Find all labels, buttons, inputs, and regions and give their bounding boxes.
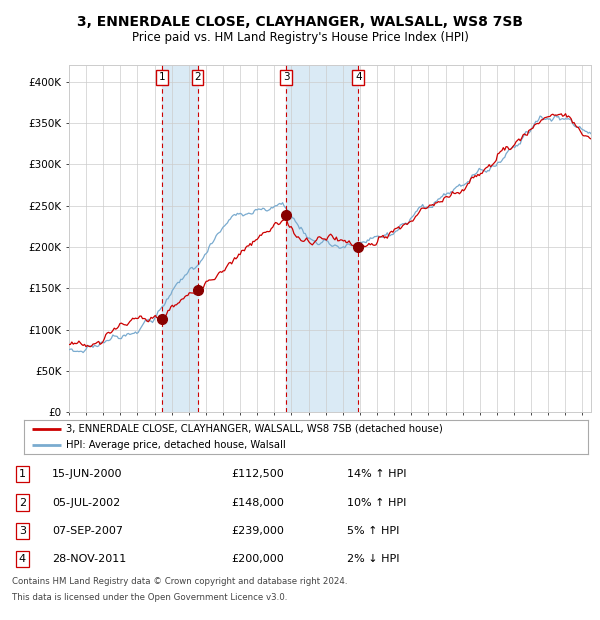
- Text: £239,000: £239,000: [231, 526, 284, 536]
- Text: This data is licensed under the Open Government Licence v3.0.: This data is licensed under the Open Gov…: [12, 593, 287, 602]
- Text: £148,000: £148,000: [231, 498, 284, 508]
- Text: 1: 1: [159, 73, 166, 82]
- Text: 2% ↓ HPI: 2% ↓ HPI: [340, 554, 400, 564]
- Text: 14% ↑ HPI: 14% ↑ HPI: [340, 469, 407, 479]
- Text: 3: 3: [283, 73, 289, 82]
- Text: Price paid vs. HM Land Registry's House Price Index (HPI): Price paid vs. HM Land Registry's House …: [131, 31, 469, 44]
- Text: 07-SEP-2007: 07-SEP-2007: [52, 526, 124, 536]
- Text: 05-JUL-2002: 05-JUL-2002: [52, 498, 121, 508]
- Text: 28-NOV-2011: 28-NOV-2011: [52, 554, 127, 564]
- Bar: [286, 65, 358, 412]
- Text: 4: 4: [355, 73, 362, 82]
- Text: £200,000: £200,000: [231, 554, 284, 564]
- Text: 4: 4: [19, 554, 26, 564]
- Text: £112,500: £112,500: [231, 469, 284, 479]
- Text: 1: 1: [19, 469, 26, 479]
- Text: 5% ↑ HPI: 5% ↑ HPI: [340, 526, 400, 536]
- Bar: [162, 65, 197, 412]
- Text: 3: 3: [19, 526, 26, 536]
- Text: 3, ENNERDALE CLOSE, CLAYHANGER, WALSALL, WS8 7SB (detached house): 3, ENNERDALE CLOSE, CLAYHANGER, WALSALL,…: [66, 423, 443, 434]
- Text: Contains HM Land Registry data © Crown copyright and database right 2024.: Contains HM Land Registry data © Crown c…: [12, 577, 347, 586]
- Text: 10% ↑ HPI: 10% ↑ HPI: [340, 498, 407, 508]
- Text: HPI: Average price, detached house, Walsall: HPI: Average price, detached house, Wals…: [66, 440, 286, 451]
- Text: 15-JUN-2000: 15-JUN-2000: [52, 469, 123, 479]
- Text: 2: 2: [19, 498, 26, 508]
- Text: 3, ENNERDALE CLOSE, CLAYHANGER, WALSALL, WS8 7SB: 3, ENNERDALE CLOSE, CLAYHANGER, WALSALL,…: [77, 16, 523, 30]
- Text: 2: 2: [194, 73, 201, 82]
